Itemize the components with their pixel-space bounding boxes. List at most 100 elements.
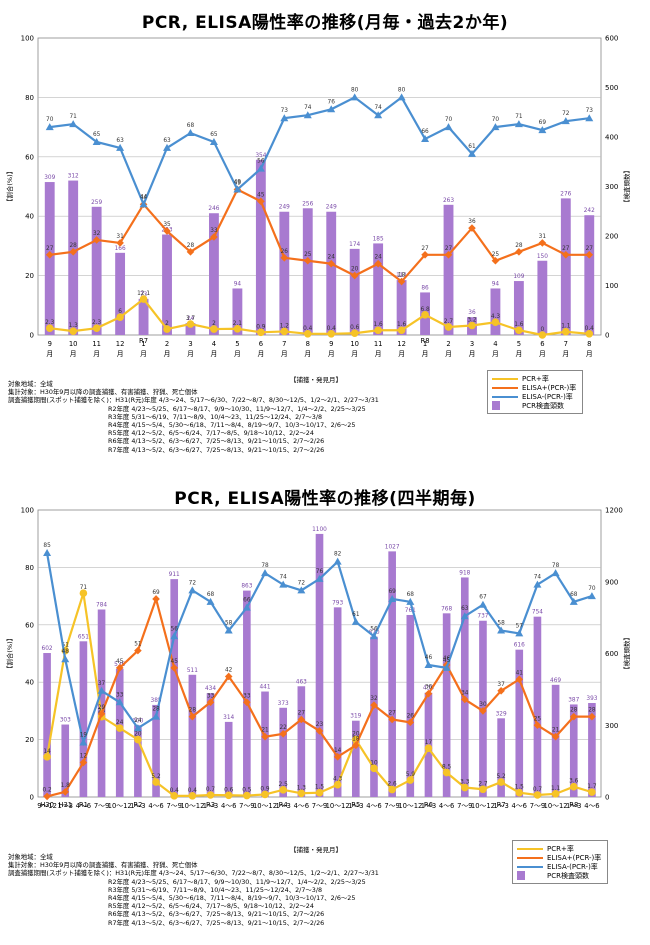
series-marker [569,597,578,605]
series-marker [588,788,596,796]
data-label: 45 [116,659,124,665]
data-label: 0.4 [170,788,180,794]
data-label: 70 [588,586,596,592]
series-marker [69,327,77,335]
bar-value-label: 469 [550,678,561,684]
series-marker [279,580,288,588]
series-marker [460,783,469,792]
data-label: 2.6 [388,782,398,788]
series-marker [444,251,453,259]
series-marker [297,789,306,798]
series-marker [206,791,215,799]
data-label: 0.6 [350,325,360,331]
y-tick-label: 60 [25,621,34,629]
data-label: 21 [552,728,560,734]
x-tick-label: 10 [350,340,359,348]
data-label: 34 [461,690,469,696]
x-tick-label: 4～6 [366,802,381,810]
data-label: 31 [116,234,124,240]
series-marker [186,320,195,328]
series-marker [333,780,342,789]
series-marker [562,251,570,259]
bar [185,323,196,335]
note-line: R3年度 5/31～6/19、7/11～8/9、10/4～23、11/25～12… [108,885,323,894]
x-tick-label: 月 [539,350,546,358]
legend-item: PCR+率 [492,374,576,383]
series-marker [515,675,524,684]
bar-value-label: 373 [278,701,289,707]
x-tick-label: 月 [375,350,382,358]
series-marker [279,786,287,794]
data-label: 0.7 [533,787,543,793]
series-marker [388,594,397,602]
data-label: 63 [163,138,171,144]
series-marker [115,724,124,732]
data-label: 69 [152,590,160,596]
series-marker [224,791,233,800]
bar [134,725,142,797]
series-marker [79,589,88,598]
y-tick-label: 20 [25,272,34,280]
series-line [49,187,590,284]
series-marker [115,664,124,672]
series-marker [468,224,476,232]
data-label: 56 [257,159,265,165]
data-label: 27 [445,246,453,252]
data-label: 74 [304,105,312,111]
series-marker [442,768,451,777]
legend-label: ELISA+(PCR-)率 [522,383,577,392]
series-marker [467,149,476,157]
data-label: 1.7 [587,784,597,790]
bar-value-label: 24 [187,316,195,322]
legend-swatch [492,386,518,389]
series-marker [261,569,270,577]
x-tick-label: 4～6 [584,802,599,810]
bar [297,686,306,797]
monthly-chart-panel: PCR, ELISA陽性率の推移(月毎・過去2か年) 0 20 40 60 80 100 0… [0,0,650,470]
x-tick-label: 1 [141,340,145,348]
chart-title: PCR, ELISA陽性率の推移(四半期毎) [174,489,476,509]
data-label: 0.5 [242,788,252,794]
x-tick-label: 4～6 [148,802,163,810]
data-label: 2 [212,321,216,327]
y2-tick-label: 0 [605,332,609,340]
x-tick-label: 8 [306,340,310,348]
x-tick-label: 7～9 [384,802,399,810]
series-marker [134,735,142,744]
y-tick-label: 100 [21,507,34,515]
bar [406,614,415,797]
x-tick-label: 2 [446,340,450,348]
series-marker [115,698,124,706]
bar-value-label: 737 [477,614,488,620]
x-tick-label: 4 [212,340,216,348]
series-marker [43,753,51,761]
series-marker [152,595,160,603]
series-marker [569,712,578,721]
series-marker [261,790,269,799]
data-label: 29 [98,705,106,711]
data-label: 30 [479,702,487,708]
bar-value-label: 319 [350,714,361,720]
data-label: 68 [407,592,415,598]
series-marker [327,330,336,338]
bar-value-label: 86 [421,285,429,291]
bar-value-label: 242 [584,208,595,214]
bar [333,607,342,797]
series-marker [152,778,160,786]
note-line: 集計対象：H30年9月以降の調査捕獲、有害捕獲、狩猟、死亡個体 [8,861,198,870]
data-label: 41 [516,670,524,676]
bar-value-label: 393 [586,696,597,702]
x-tick-label: 1～3 [493,802,508,810]
bar [224,721,233,797]
series-marker [444,323,453,331]
legend-item: ELISA-(PCR-)率 [517,862,601,871]
legend-item: ELISA+(PCR-)率 [517,853,601,862]
data-label: 18 [352,736,360,742]
bar [279,211,290,335]
series-marker [350,93,359,101]
data-label: 48 [62,649,70,655]
data-label: 46 [443,656,451,662]
series-marker [421,134,430,142]
data-label: 2.3 [92,320,102,326]
